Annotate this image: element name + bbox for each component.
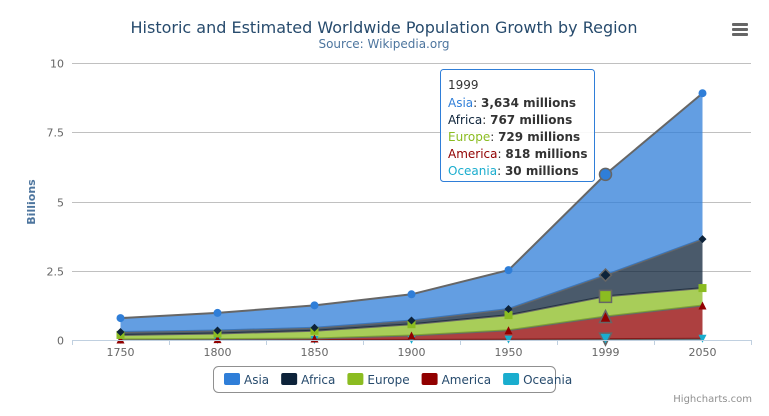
y-tick-label: 0 — [57, 335, 64, 348]
legend-symbol — [503, 373, 520, 385]
y-tick-label: 5 — [57, 197, 64, 210]
y-axis-label: Billions — [25, 179, 38, 225]
marker-africa[interactable] — [407, 316, 416, 325]
y-tick-label: 10 — [50, 58, 64, 71]
marker-europe[interactable] — [504, 311, 513, 320]
legend-item-europe[interactable]: Europe — [347, 373, 410, 387]
export-menu-button[interactable] — [728, 18, 752, 40]
marker-asia[interactable] — [504, 266, 513, 275]
y-axis-ticks: 0 2.5 5 7.5 10 — [47, 58, 65, 348]
x-tick-label: 1800 — [204, 346, 232, 359]
marker-oceania[interactable] — [698, 334, 707, 343]
x-tick-label: 1950 — [495, 346, 523, 359]
chart-subtitle: Source: Wikipedia.org — [318, 37, 449, 51]
tooltip-box — [440, 69, 595, 182]
legend-symbol — [281, 373, 298, 385]
tooltip-colon: : — [473, 96, 481, 110]
marker-asia[interactable] — [213, 308, 222, 317]
x-tick-label: 1999 — [592, 346, 620, 359]
marker-africa[interactable] — [116, 327, 125, 336]
area-america[interactable] — [120, 305, 703, 340]
legend-item-america[interactable]: America — [421, 373, 492, 387]
tooltip-row: Europe: 729 millions — [448, 130, 580, 144]
legend: Asia Africa Europe America Oceania — [213, 366, 572, 393]
legend-label[interactable]: Oceania — [523, 373, 572, 387]
marker-europe[interactable] — [598, 289, 613, 304]
marker-europe[interactable] — [698, 284, 707, 293]
tooltip-value: 3,634 millions — [481, 96, 576, 110]
legend-box — [213, 366, 556, 393]
x-tick-label: 2050 — [689, 346, 717, 359]
credits-link[interactable]: Highcharts.com — [673, 394, 752, 405]
tooltip-header: 1999 — [448, 78, 479, 92]
legend-item-oceania[interactable]: Oceania — [503, 373, 572, 387]
tooltip-series-name: Asia — [448, 96, 473, 110]
tooltip-series-name: Europe — [448, 130, 490, 144]
legend-label[interactable]: Europe — [367, 373, 409, 387]
y-tick-label: 7.5 — [47, 127, 65, 140]
legend-item-asia[interactable]: Asia — [224, 373, 269, 387]
series-markers — [116, 89, 707, 347]
x-tick-label: 1850 — [301, 346, 329, 359]
tooltip-series-name: Oceania — [448, 164, 497, 178]
x-tick-label: 1900 — [398, 346, 426, 359]
marker-asia[interactable] — [407, 290, 416, 299]
chart-title: Historic and Estimated Worldwide Populat… — [131, 18, 638, 37]
x-axis-ticks: 1750 1800 1850 1900 1950 1999 2050 — [72, 340, 752, 359]
marker-america[interactable] — [698, 301, 707, 310]
legend-item-africa[interactable]: Africa — [281, 373, 335, 387]
legend-symbol — [347, 373, 364, 385]
tooltip-row: Asia: 3,634 millions — [448, 96, 576, 110]
area-africa[interactable] — [120, 239, 703, 335]
tooltip-row: America: 818 millions — [448, 147, 587, 161]
x-tick-label: 1750 — [107, 346, 135, 359]
marker-america[interactable] — [213, 335, 222, 344]
tooltip-series-name: America — [448, 147, 498, 161]
marker-oceania[interactable] — [598, 332, 613, 347]
tooltip-value: 30 millions — [505, 164, 579, 178]
tooltip-colon: : — [498, 147, 506, 161]
tooltip-row: Oceania: 30 millions — [448, 164, 579, 178]
marker-oceania[interactable] — [504, 335, 513, 344]
tooltip-value: 729 millions — [498, 130, 580, 144]
tooltip-colon: : — [482, 113, 490, 127]
legend-label[interactable]: America — [442, 373, 492, 387]
tooltip-row: Africa: 767 millions — [448, 113, 572, 127]
legend-label[interactable]: Asia — [244, 373, 269, 387]
marker-america[interactable] — [116, 335, 125, 344]
marker-africa[interactable] — [504, 304, 513, 313]
marker-america[interactable] — [407, 331, 416, 340]
marker-africa[interactable] — [310, 323, 319, 332]
tooltip-colon: : — [497, 164, 505, 178]
marker-america[interactable] — [504, 326, 513, 335]
tooltip: 1999 Asia: 3,634 millions Africa: 767 mil… — [440, 69, 595, 182]
marker-africa[interactable] — [598, 268, 613, 283]
marker-asia[interactable] — [698, 89, 707, 98]
legend-symbol — [224, 373, 240, 385]
marker-america[interactable] — [598, 308, 613, 324]
marker-asia[interactable] — [116, 314, 125, 323]
tooltip-value: 818 millions — [505, 147, 587, 161]
area-asia[interactable] — [120, 93, 703, 332]
tooltip-value: 767 millions — [490, 113, 572, 127]
tooltip-colon: : — [490, 130, 498, 144]
y-tick-label: 2.5 — [47, 266, 65, 279]
legend-label[interactable]: Africa — [301, 373, 335, 387]
hamburger-menu-icon[interactable] — [732, 23, 748, 36]
series-areas — [120, 92, 704, 341]
tooltip-series-name: Africa — [448, 113, 482, 127]
marker-africa[interactable] — [698, 235, 707, 244]
marker-asia[interactable] — [598, 167, 613, 182]
legend-symbol — [421, 373, 438, 385]
marker-africa[interactable] — [213, 326, 222, 335]
marker-asia[interactable] — [310, 301, 319, 310]
